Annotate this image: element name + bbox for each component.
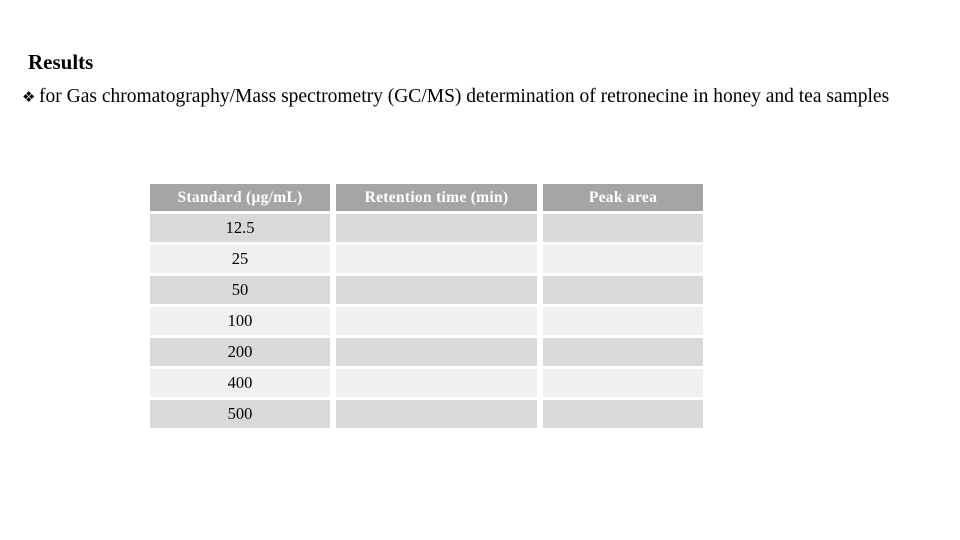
cell-peak [543,245,703,276]
page-title: Results [28,50,94,74]
cell-standard: 500 [150,400,336,428]
cell-peak [543,400,703,428]
table-row: 25 [150,245,703,276]
cell-standard: 400 [150,369,336,400]
cell-standard: 100 [150,307,336,338]
cell-standard: 12.5 [150,214,336,245]
table-row: 400 [150,369,703,400]
cell-standard: 200 [150,338,336,369]
cell-peak [543,338,703,369]
header-peak-area: Peak area [543,184,703,214]
cell-peak [543,214,703,245]
standards-table: Standard (μg/mL) Retention time (min) Pe… [150,184,703,428]
bullet-text: for Gas chromatography/Mass spectrometry… [39,86,890,107]
table-header-row: Standard (μg/mL) Retention time (min) Pe… [150,184,703,214]
table-row: 12.5 [150,214,703,245]
cell-retention [336,245,543,276]
cell-retention [336,276,543,307]
cell-retention [336,307,543,338]
header-retention-time: Retention time (min) [336,184,543,214]
cell-retention [336,369,543,400]
cell-peak [543,276,703,307]
table-row: 200 [150,338,703,369]
bullet-paragraph: ❖ for Gas chromatography/Mass spectrometr… [22,84,953,110]
cell-retention [336,338,543,369]
cell-retention [336,400,543,428]
cell-standard: 50 [150,276,336,307]
header-standard: Standard (μg/mL) [150,184,336,214]
table-row: 100 [150,307,703,338]
cell-peak [543,369,703,400]
diamond-bullet-icon: ❖ [22,88,36,106]
cell-retention [336,214,543,245]
table-row: 50 [150,276,703,307]
cell-standard: 25 [150,245,336,276]
cell-peak [543,307,703,338]
table-row: 500 [150,400,703,428]
